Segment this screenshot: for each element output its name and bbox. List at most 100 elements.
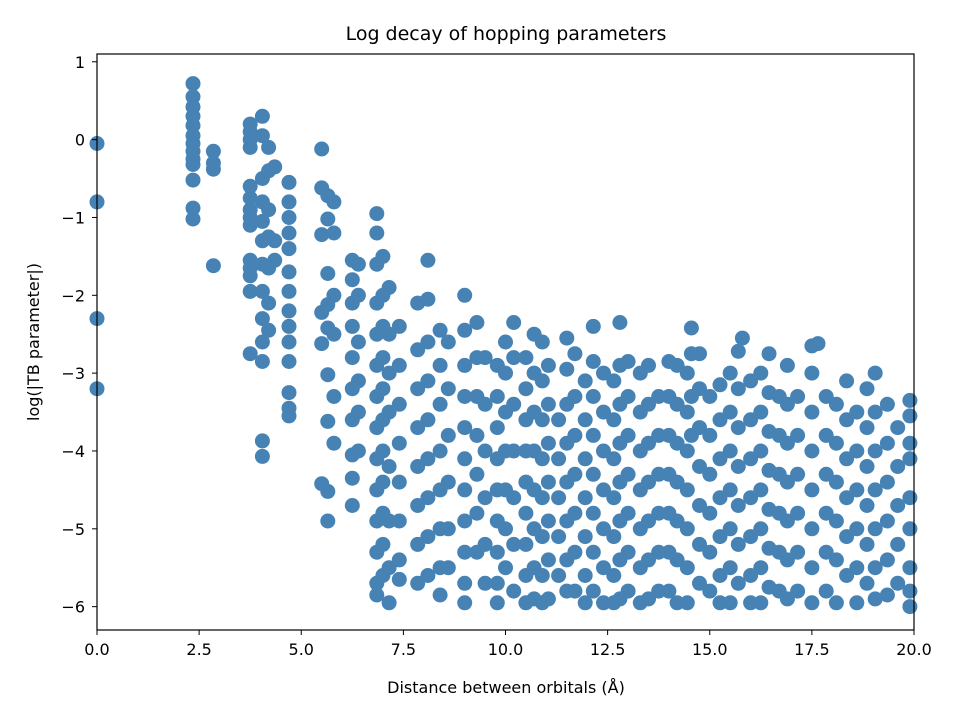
scatter-point xyxy=(567,466,583,482)
scatter-point xyxy=(391,318,407,334)
y-tick-label: −2 xyxy=(61,286,85,305)
scatter-point xyxy=(540,396,556,412)
scatter-point xyxy=(410,342,426,358)
scatter-point xyxy=(254,433,270,449)
scatter-point xyxy=(879,396,895,412)
scatter-point xyxy=(641,435,656,451)
x-tick-label: 20.0 xyxy=(896,640,932,659)
scatter-point xyxy=(679,443,695,459)
scatter-point xyxy=(577,568,593,583)
scatter-point xyxy=(369,206,385,222)
scatter-point xyxy=(242,268,258,284)
scatter-point xyxy=(410,575,426,591)
scatter-point xyxy=(879,513,895,529)
scatter-point xyxy=(457,357,473,373)
scatter-point xyxy=(596,521,611,537)
scatter-point xyxy=(779,435,795,451)
scatter-point xyxy=(242,283,258,299)
scatter-point xyxy=(477,575,493,591)
scatter-point xyxy=(489,595,505,611)
scatter-point xyxy=(902,490,918,506)
scatter-point xyxy=(242,217,258,233)
scatter-point xyxy=(534,568,550,583)
scatter-point xyxy=(722,560,738,576)
scatter-point xyxy=(753,560,769,576)
scatter-point xyxy=(326,435,342,451)
scatter-point xyxy=(498,334,513,350)
scatter-point xyxy=(692,498,707,513)
scatter-point xyxy=(254,354,270,369)
scatter-point xyxy=(669,474,685,490)
scatter-point xyxy=(828,396,844,412)
scatter-point xyxy=(585,318,601,334)
scatter-point xyxy=(534,412,550,428)
scatter-point xyxy=(753,482,769,498)
scatter-point xyxy=(326,389,342,404)
scatter-point xyxy=(867,560,883,576)
scatter-point xyxy=(712,490,728,506)
scatter-point xyxy=(185,172,201,188)
scatter-point xyxy=(828,513,844,529)
scatter-point xyxy=(692,459,707,474)
scatter-point xyxy=(410,536,426,552)
scatter-point xyxy=(641,513,656,529)
y-tick-label: −4 xyxy=(61,442,85,461)
chart-title: Log decay of hopping parameters xyxy=(346,23,667,45)
scatter-point xyxy=(849,482,865,498)
scatter-point xyxy=(804,521,820,537)
scatter-point xyxy=(254,108,270,124)
scatter-point xyxy=(839,490,855,506)
scatter-point xyxy=(457,322,473,338)
scatter-point xyxy=(810,336,826,352)
scatter-point xyxy=(551,529,567,545)
scatter-point xyxy=(804,365,820,381)
scatter-point xyxy=(743,529,759,545)
scatter-point xyxy=(620,389,636,404)
scatter-point xyxy=(242,178,258,194)
scatter-point xyxy=(506,396,522,412)
scatter-point xyxy=(679,482,695,498)
scatter-point xyxy=(661,583,677,599)
scatter-point xyxy=(391,513,407,529)
scatter-point xyxy=(559,361,575,377)
scatter-point xyxy=(326,194,342,210)
scatter-point xyxy=(205,161,221,177)
scatter-point xyxy=(477,490,493,506)
scatter-point xyxy=(551,451,567,467)
scatter-point xyxy=(534,451,550,467)
scatter-point xyxy=(391,396,407,412)
x-tick-label: 5.0 xyxy=(289,640,314,659)
scatter-point xyxy=(477,396,493,412)
scatter-point xyxy=(381,560,397,576)
scatter-point xyxy=(902,408,918,424)
scatter-point xyxy=(577,490,593,506)
scatter-point xyxy=(879,474,895,490)
scatter-point xyxy=(859,420,875,436)
scatter-point xyxy=(879,552,895,568)
scatter-point xyxy=(350,373,366,389)
scatter-point xyxy=(702,466,718,482)
scatter-point xyxy=(469,505,485,521)
scatter-point xyxy=(890,536,906,552)
scatter-point xyxy=(730,575,746,591)
scatter-point xyxy=(596,560,611,576)
scatter-point xyxy=(606,451,622,467)
scatter-point xyxy=(585,544,601,560)
scatter-point xyxy=(391,435,407,451)
scatter-point xyxy=(779,513,795,529)
y-tick-label: 0 xyxy=(75,131,85,150)
scatter-point xyxy=(320,483,336,499)
scatter-point xyxy=(420,568,436,583)
scatter-point xyxy=(596,482,611,498)
scatter-point xyxy=(320,266,336,281)
scatter-point xyxy=(267,252,283,268)
scatter-point xyxy=(559,330,575,346)
scatter-point xyxy=(612,315,628,330)
scatter-point xyxy=(683,320,699,336)
scatter-point xyxy=(859,498,875,513)
scatter-point xyxy=(577,373,593,389)
scatter-point xyxy=(551,568,567,583)
scatter-point xyxy=(381,365,397,381)
scatter-point xyxy=(506,350,522,366)
